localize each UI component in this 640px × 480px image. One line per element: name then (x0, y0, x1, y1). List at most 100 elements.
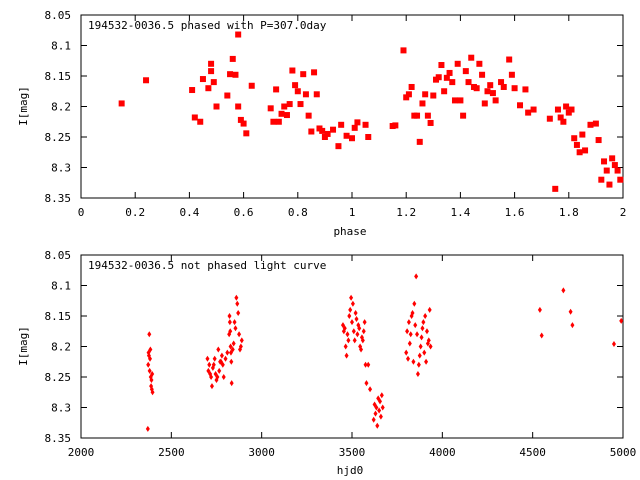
top-data-point (489, 90, 496, 97)
bottom-data-point (215, 374, 220, 380)
top-x-tick-label: 2 (620, 206, 627, 219)
bottom-y-tick-label: 8.35 (45, 432, 72, 445)
bottom-data-point (146, 361, 151, 368)
bottom-data-point (407, 340, 412, 347)
bottom-data-point (406, 319, 411, 326)
top-x-tick-label: 1.2 (396, 206, 416, 219)
bottom-x-tick-label: 4500 (519, 446, 546, 459)
bottom-data-point (349, 294, 354, 301)
top-data-point (424, 112, 431, 119)
top-data-point (563, 103, 570, 110)
top-data-point (603, 167, 610, 174)
top-data-point (392, 122, 399, 129)
bottom-data-point (561, 287, 566, 294)
top-data-point (611, 162, 618, 169)
top-data-point (335, 143, 342, 150)
top-data-point (609, 155, 616, 162)
bottom-data-point (219, 352, 224, 359)
bottom-data-point (353, 309, 358, 316)
bottom-data-point (380, 404, 385, 411)
top-data-point (235, 31, 242, 38)
bottom-data-point (344, 352, 349, 359)
top-data-point (443, 74, 450, 81)
bottom-data-point (350, 319, 354, 326)
bottom-data-point (205, 355, 210, 362)
top-data-point (579, 131, 586, 138)
top-data-point (449, 79, 456, 86)
bottom-data-point (227, 319, 232, 326)
top-data-point (319, 127, 326, 134)
bottom-data-point (426, 337, 431, 344)
top-x-tick-label: 1.4 (450, 206, 470, 219)
top-chart-title: 194532-0036.5 phased with P=307.0day (88, 19, 327, 32)
bottom-data-point (378, 413, 383, 420)
top-data-point (465, 79, 472, 86)
top-data-point (197, 118, 204, 125)
top-data-point (351, 124, 358, 131)
bottom-data-point (406, 355, 411, 362)
top-data-point (349, 135, 355, 142)
bottom-data-point (354, 316, 359, 323)
bottom-y-tick-label: 8.15 (45, 310, 72, 323)
top-y-tick-label: 8.2 (51, 101, 71, 114)
top-data-point (554, 106, 561, 113)
bottom-data-point (420, 325, 425, 332)
top-data-point (568, 106, 575, 113)
bottom-data-point (231, 340, 236, 347)
top-data-point (224, 92, 231, 99)
bottom-data-point (235, 300, 240, 307)
bottom-data-point (418, 343, 423, 350)
top-data-points (118, 31, 624, 192)
bottom-data-point (411, 358, 416, 365)
top-data-point (365, 134, 372, 140)
bottom-data-point (404, 349, 409, 356)
top-x-tick-label: 1.6 (505, 206, 525, 219)
top-data-point (498, 79, 505, 86)
bottom-chart-title: 194532-0036.5 not phased light curve (88, 259, 326, 272)
top-data-point (227, 71, 234, 78)
top-data-point (237, 116, 244, 123)
top-data-point (446, 69, 453, 76)
bottom-data-point (378, 398, 383, 405)
bottom-x-tick-label: 3500 (339, 446, 366, 459)
top-data-point (416, 138, 423, 145)
top-data-point (267, 105, 274, 112)
top-data-point (403, 94, 410, 101)
top-data-point (240, 120, 247, 127)
bottom-data-point (216, 346, 221, 353)
top-data-point (300, 71, 307, 78)
bottom-data-point (342, 325, 347, 332)
bottom-data-point (217, 367, 222, 374)
top-data-point (235, 103, 242, 110)
bottom-data-point (355, 331, 360, 338)
top-y-tick-label: 8.3 (51, 162, 71, 175)
bottom-data-point (148, 346, 153, 353)
bottom-data-point (427, 306, 432, 313)
top-data-point (229, 55, 236, 62)
bottom-data-point (236, 309, 241, 316)
bottom-data-point (343, 343, 348, 350)
bottom-data-point (238, 343, 243, 350)
bottom-data-point (148, 355, 153, 362)
bottom-data-point (150, 370, 155, 377)
top-data-point (208, 68, 215, 75)
bottom-data-point (233, 325, 238, 332)
top-data-point (462, 68, 469, 75)
top-plot-frame (80, 14, 624, 199)
top-y-axis-label: I[mag] (17, 86, 30, 126)
top-data-point (573, 141, 580, 148)
bottom-data-point (413, 322, 418, 329)
bottom-data-point (230, 346, 235, 353)
bottom-data-point (363, 361, 368, 368)
top-data-point (557, 114, 564, 121)
bottom-data-point (424, 328, 429, 335)
top-data-point (435, 74, 442, 81)
bottom-data-point (211, 361, 216, 368)
top-data-point (248, 82, 255, 89)
bottom-data-point (570, 322, 575, 329)
bottom-data-point (350, 300, 355, 307)
unphased-light-curve-panel: 194532-0036.5 not phased light curve hjd… (17, 249, 636, 477)
bottom-data-point (360, 337, 365, 344)
bottom-data-point (237, 331, 242, 338)
